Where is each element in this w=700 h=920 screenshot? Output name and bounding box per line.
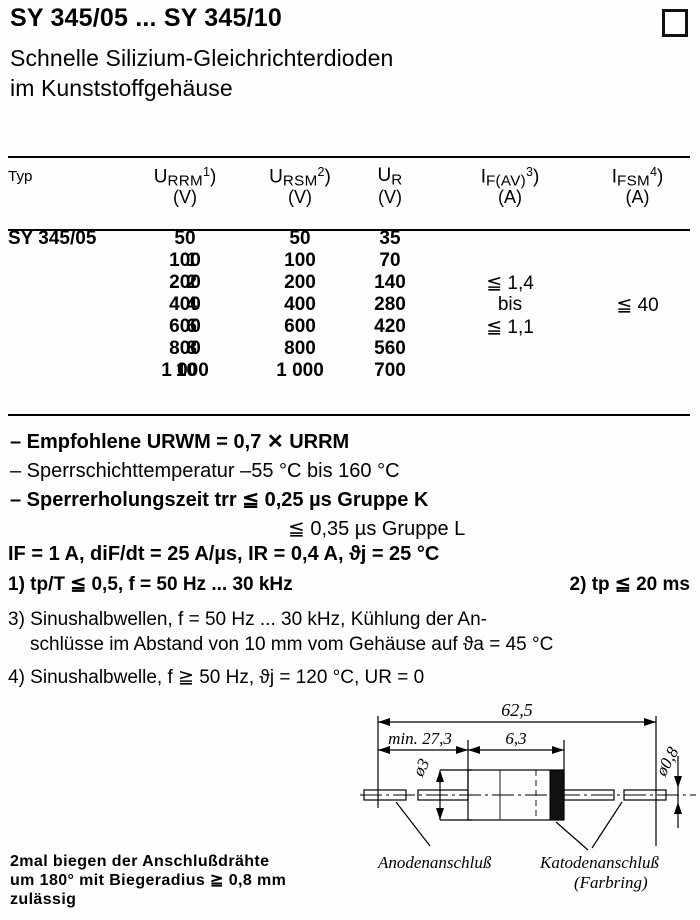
cell-ur: 140 <box>374 272 406 293</box>
cell-ur: 700 <box>374 360 406 381</box>
footnote-3-line-1: 3) Sinushalbwellen, f = 50 Hz ... 30 kHz… <box>8 609 487 630</box>
column-header-ursm: URSM2) <box>269 165 331 190</box>
cell-typ: SY 345/05 <box>8 228 97 249</box>
column-unit-ursm: (V) <box>288 187 312 207</box>
note-test-conditions: IF = 1 A, diF/dt = 25 A/µs, IR = 0,4 A, … <box>8 543 440 565</box>
table-row: 8 800 800 560 <box>0 338 700 360</box>
leader-cathode-b <box>591 801 623 849</box>
table-row: 4 400 400 280 bis ≦ 40 <box>0 294 700 316</box>
dim-total-label: 62,5 <box>501 700 533 720</box>
label-cathode-sub: (Farbring) <box>574 873 648 892</box>
cell-ursm: 50 <box>289 228 311 249</box>
table-unit-row: (V) (V) (V) (A) (A) <box>0 187 700 209</box>
footnote-4: 4) Sinushalbwelle, f ≧ 50 Hz, ϑj = 120 °… <box>8 667 425 688</box>
label-cathode: Katodenanschluß <box>539 853 659 872</box>
table-row: 2 200 200 140 ≦ 1,4 <box>0 272 700 294</box>
cell-ursm: 200 <box>284 272 316 293</box>
cell-ifav: bis <box>497 294 523 315</box>
lead-anode-outer <box>363 789 407 801</box>
cell-typ: 6 <box>186 316 197 337</box>
cell-ursm: 1 000 <box>276 360 324 381</box>
cell-typ: 10 <box>175 360 197 381</box>
label-anode: Anodenanschluß <box>377 853 492 872</box>
cell-ursm: 100 <box>284 250 316 271</box>
cell-ur: 35 <box>379 228 401 249</box>
note-reverse-recovery-time-cont: ≦ 0,35 µs Gruppe L <box>288 518 466 540</box>
lead-cathode-outer <box>623 789 667 801</box>
column-header-ur: UR <box>377 165 403 189</box>
column-unit-ifsm: (A) <box>625 187 650 207</box>
column-unit-urrm: (V) <box>173 187 197 207</box>
page-subtitle: Schnelle Silizium-Gleichrichterdioden im… <box>10 45 394 101</box>
leader-cathode-a <box>555 821 589 851</box>
footnote-3: 3) Sinushalbwellen, f = 50 Hz ... 30 kHz… <box>8 607 692 657</box>
cathode-colour-ring <box>549 769 565 821</box>
note-junction-temperature: – Sperrschichttemperatur –55 °C bis 160 … <box>10 460 400 482</box>
cell-ursm: 800 <box>284 338 316 359</box>
drawing-svg: 62,5 min. 27,3 6,3 ø3 ø0,8 Anodenanschlu… <box>360 700 696 892</box>
cell-ifsm: ≦ 40 <box>616 295 659 316</box>
cell-ur: 70 <box>379 250 401 271</box>
divider-table-bottom <box>8 414 690 417</box>
table-row: SY 345/05 50 50 35 <box>0 228 700 250</box>
dim-lead-min-label: min. 27,3 <box>388 729 452 748</box>
empty-square-icon <box>662 9 688 37</box>
cell-typ: 2 <box>186 272 197 293</box>
footnote-3-line-2: schlüsse im Abstand von 10 mm vom Gehäus… <box>30 634 554 655</box>
parameter-table: Typ URRM1) URSM2) UR IF(AV)3) IFSM4) (V)… <box>0 165 700 382</box>
table-header-row: Typ URRM1) URSM2) UR IF(AV)3) IFSM4) <box>0 165 700 190</box>
page-title: SY 345/05 ... SY 345/10 <box>10 4 282 32</box>
footnote-2: 2) tp ≦ 20 ms <box>569 574 690 595</box>
cell-urrm: 800 <box>169 338 201 359</box>
dim-body-dia-label: ø3 <box>408 755 433 780</box>
cell-ursm: 600 <box>284 316 316 337</box>
cell-ur: 420 <box>374 316 406 337</box>
dim-body-label: 6,3 <box>505 729 526 748</box>
column-header-typ: Typ <box>8 168 33 185</box>
cell-typ: 4 <box>186 294 197 315</box>
note-lead-bending: 2mal biegen der Anschlußdrähte um 180° m… <box>10 853 287 908</box>
notes-list: – Empfohlene URWM = 0,7 ✕ URRM – Sperrsc… <box>10 428 690 543</box>
cell-urrm: 100 <box>169 250 201 271</box>
cell-urrm: 1 000 <box>161 360 209 381</box>
column-header-ifav: IF(AV)3) <box>480 165 540 190</box>
note-reverse-recovery-time: – Sperrerholungszeit trr ≦ 0,25 µs Grupp… <box>10 489 429 511</box>
leader-anode <box>395 801 431 847</box>
dimension-arrowheads <box>378 718 682 820</box>
column-unit-ur: (V) <box>378 187 402 207</box>
package-outline-drawing: 62,5 min. 27,3 6,3 ø3 ø0,8 Anodenanschlu… <box>360 698 700 913</box>
cell-urrm: 200 <box>169 272 201 293</box>
cell-ur: 560 <box>374 338 406 359</box>
cell-ursm: 400 <box>284 294 316 315</box>
cell-urrm: 400 <box>169 294 201 315</box>
cell-ur: 280 <box>374 294 406 315</box>
cell-urrm: 600 <box>169 316 201 337</box>
table-row: 10 1 000 1 000 700 <box>0 360 700 382</box>
column-header-ifsm: IFSM4) <box>611 165 664 190</box>
cell-typ: 1 <box>186 250 197 271</box>
divider-table-header <box>8 229 690 231</box>
column-header-urrm: URRM1) <box>153 165 217 190</box>
cell-urrm: 50 <box>174 228 196 249</box>
table-row: 1 100 100 70 <box>0 250 700 272</box>
table-row: 6 600 600 420 ≦ 1,1 <box>0 316 700 338</box>
cell-typ: 8 <box>186 338 197 359</box>
divider-top <box>8 156 690 159</box>
column-unit-ifav: (A) <box>498 187 522 207</box>
note-recommended-urwm: – Empfohlene URWM = 0,7 ✕ URRM <box>10 431 350 453</box>
cell-ifav: ≦ 1,1 <box>486 317 534 338</box>
cell-ifav: ≦ 1,4 <box>486 273 534 294</box>
footnote-1: 1) tp/T ≦ 0,5, f = 50 Hz ... 30 kHz <box>8 574 293 595</box>
